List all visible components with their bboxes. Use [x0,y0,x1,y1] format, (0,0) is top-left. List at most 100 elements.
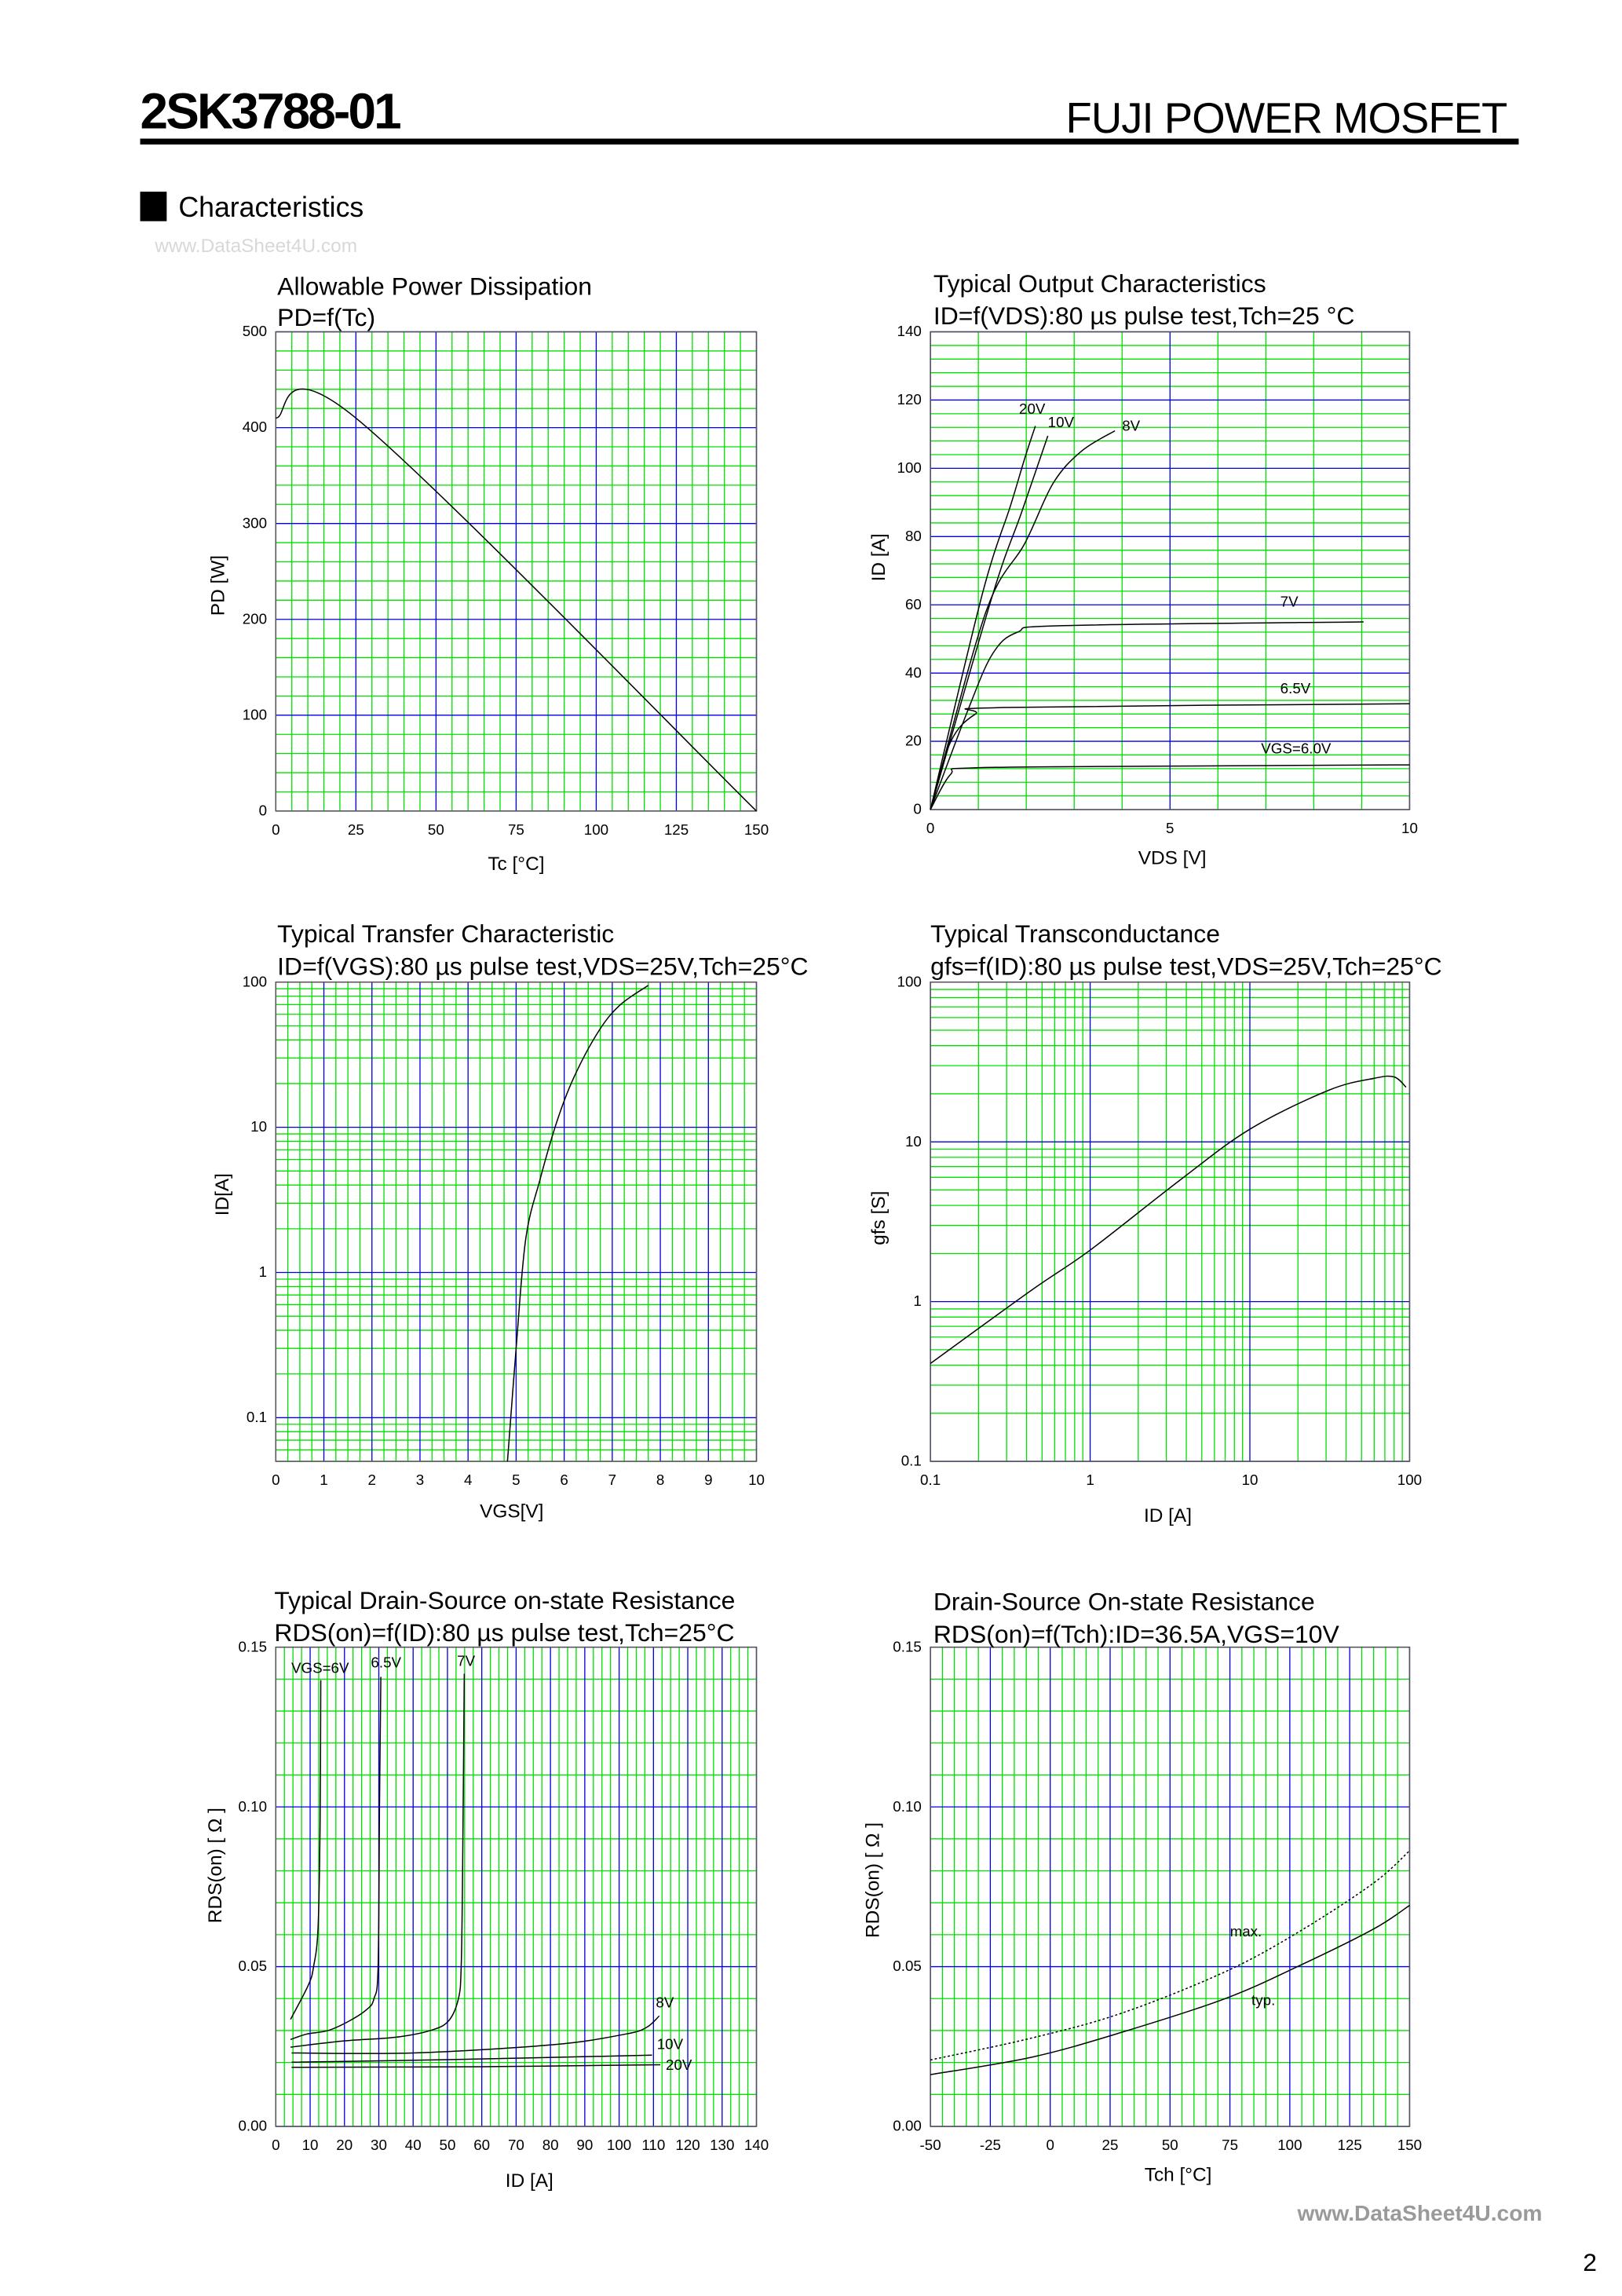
y-tick-label: 0.1 [247,1409,267,1425]
x-tick-label: -50 [920,2137,941,2153]
y-tick-label: 0.00 [893,2118,922,2134]
x-tick-label: 70 [508,2137,524,2153]
y-tick-label: 20 [905,733,922,749]
series-label: max. [1230,1923,1262,1940]
y-axis-label: PD [W] [208,555,229,616]
x-tick-label: 8 [656,1472,664,1488]
x-tick-label: 75 [508,821,524,838]
part-number: 2SK3788-01 [141,82,401,139]
x-tick-label: 140 [744,2137,769,2153]
series-curve-8v [930,430,1116,810]
x-axis-label: Tc [°C] [488,854,544,875]
x-tick-label: 0 [926,820,934,836]
plot-frame [930,981,1411,1462]
y-tick-label: 200 [243,610,267,627]
y-tick-label: 0.10 [238,1798,267,1815]
y-axis-label: ID[A] [212,1173,233,1216]
x-tick-label: 5 [512,1472,520,1488]
series-label: 6.5V [371,1654,401,1671]
watermark-top: www.DataSheet4U.com [154,236,357,257]
x-tick-label: 40 [405,2137,422,2153]
y-tick-label: 0.05 [893,1958,922,1974]
x-tick-label: 0 [272,1472,279,1488]
plot-frame [930,1646,1411,2127]
series-label: 8V [656,1994,674,2011]
x-tick-label: 50 [1162,2137,1178,2153]
y-tick-label: 0.10 [893,1798,922,1815]
x-tick-label: 100 [607,2137,631,2153]
x-tick-label: 6 [560,1472,568,1488]
series-curve-typ. [930,1904,1410,2075]
series-curve-vgs6.0v [930,764,1410,810]
section-bullet-icon [140,192,167,221]
chart-subtitle: ID=f(VDS):80 µs pulse test,Tch=25 °C [933,302,1355,330]
chart-subtitle: gfs=f(ID):80 µs pulse test,VDS=25V,Tch=2… [930,952,1442,980]
series-curve-20v [930,426,1036,810]
x-tick-label: 1 [1086,1472,1094,1488]
x-tick-label: 100 [1397,1472,1422,1488]
y-axis-label: RDS(on) [ Ω ] [205,1808,226,1923]
x-tick-label: 130 [710,2137,734,2153]
series-label: 6.5V [1280,680,1311,696]
plot-frame [275,331,758,812]
y-tick-label: 140 [897,323,922,339]
chart-5: Typical Drain-Source on-state Resistance… [205,1586,769,2192]
series-curve-vgs6v [290,1680,322,2020]
chart-title: Typical Output Characteristics [933,269,1266,298]
x-tick-label: 90 [576,2137,593,2153]
x-tick-label: 10 [1242,1472,1259,1488]
x-tick-label: 2 [368,1472,376,1488]
x-tick-label: 50 [440,2137,456,2153]
y-tick-label: 100 [243,973,267,989]
x-tick-label: 10 [1401,820,1418,836]
x-tick-label: 120 [675,2137,700,2153]
series-curve-line [276,388,758,812]
chart-subtitle: ID=f(VGS):80 µs pulse test,VDS=25V,Tch=2… [277,952,808,980]
chart-title: Typical Drain-Source on-state Resistance [274,1586,735,1614]
series-label: 7V [457,1653,475,1669]
watermark-bottom: www.DataSheet4U.com [1297,2201,1543,2225]
series-label: 20V [666,2057,692,2073]
plot-frame [275,981,758,1462]
series-curve-line [506,985,649,1462]
chart-subtitle: PD=f(Tc) [277,303,375,331]
series-curve-6.5v [930,703,1410,810]
series-curve-max. [930,1850,1410,2061]
y-tick-label: 100 [243,706,267,722]
x-tick-label: 75 [1222,2137,1238,2153]
x-tick-label: 0 [1046,2137,1054,2153]
product-line: FUJI POWER MOSFET [1066,94,1508,142]
x-tick-label: 9 [704,1472,712,1488]
x-tick-label: 110 [641,2137,665,2153]
y-tick-label: 0 [913,801,921,817]
x-tick-label: 4 [464,1472,472,1488]
y-axis-label: RDS(on) [ Ω ] [862,1823,883,1938]
x-tick-label: 3 [416,1472,424,1488]
y-axis-label: gfs [S] [868,1191,890,1245]
y-tick-label: 0.15 [238,1638,267,1654]
y-tick-label: 300 [243,514,267,531]
chart-4: Typical Transconductance gfs=f(ID):80 µs … [868,919,1442,1526]
x-tick-label: 0 [272,821,279,838]
x-tick-label: 25 [348,821,364,838]
series-curve-8v [291,2015,660,2054]
x-tick-label: 25 [1102,2137,1119,2153]
x-axis-label: VDS [V] [1138,847,1207,868]
x-tick-label: -25 [980,2137,1001,2153]
chart-2: Typical Output Characteristics ID=f(VDS):… [868,269,1418,869]
series-label: 20V [1019,400,1046,417]
series-curve-10v [291,2054,652,2063]
x-tick-label: 100 [584,821,608,838]
header-rule [140,138,1519,145]
y-tick-label: 1 [259,1263,267,1280]
y-tick-label: 100 [897,459,922,476]
plot-frame [930,331,1411,810]
page-number: 2 [1583,2248,1597,2276]
x-tick-label: 150 [1397,2137,1422,2153]
y-axis-label: ID [A] [868,533,890,581]
x-tick-label: 30 [371,2137,387,2153]
y-tick-label: 10 [250,1118,267,1135]
series-label: VGS=6.0V [1261,740,1332,756]
section-title: Characteristics [178,192,363,223]
